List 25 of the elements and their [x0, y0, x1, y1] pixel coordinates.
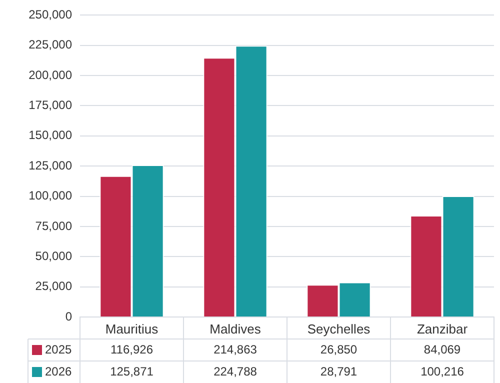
- y-tick-label: 25,000: [35, 279, 72, 294]
- x-tick-label: Zanzibar: [416, 321, 468, 336]
- x-tick-label: Seychelles: [307, 321, 371, 336]
- data-label: 84,069: [424, 342, 461, 356]
- data-label: 100,216: [420, 364, 464, 378]
- y-tick-label: 225,000: [28, 38, 72, 52]
- legend-label: 2025: [45, 342, 72, 356]
- x-tick-label: Maldives: [210, 321, 262, 336]
- y-tick-label: 150,000: [28, 128, 72, 142]
- data-label: 224,788: [214, 364, 258, 378]
- y-tick-label: 75,000: [35, 218, 72, 233]
- y-tick-label: 250,000: [28, 8, 72, 22]
- y-tick-label: 50,000: [35, 248, 72, 263]
- data-label: 26,850: [320, 342, 358, 356]
- data-label: 116,926: [110, 342, 154, 356]
- data-label: 125,871: [110, 364, 154, 378]
- x-tick-label: Mauritius: [105, 321, 159, 336]
- y-tick-label: 0: [65, 309, 72, 324]
- data-label: 28,791: [320, 364, 358, 378]
- y-tick-label: 175,000: [28, 98, 72, 112]
- y-tick-label: 200,000: [28, 68, 72, 82]
- y-tick-label: 125,000: [28, 158, 72, 172]
- data-label: 214,863: [214, 342, 258, 356]
- y-tick-label: 100,000: [28, 188, 72, 203]
- legend-label: 2026: [45, 364, 72, 378]
